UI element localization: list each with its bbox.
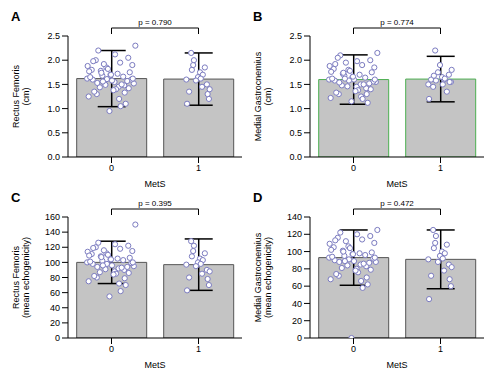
svg-text:1.5: 1.5	[47, 80, 60, 90]
svg-text:0: 0	[351, 344, 356, 354]
svg-text:0: 0	[55, 333, 60, 343]
svg-text:1: 1	[438, 163, 443, 173]
svg-text:80: 80	[292, 264, 302, 274]
svg-text:0.0: 0.0	[47, 152, 60, 162]
svg-text:1.0: 1.0	[47, 104, 60, 114]
svg-text:B: B	[253, 9, 262, 24]
svg-text:20: 20	[50, 318, 60, 328]
svg-text:160: 160	[45, 212, 60, 222]
svg-text:0: 0	[297, 333, 302, 343]
svg-text:MetS: MetS	[144, 360, 165, 370]
svg-text:2.5: 2.5	[47, 31, 60, 41]
svg-text:0: 0	[109, 344, 114, 354]
svg-text:D: D	[253, 190, 262, 205]
svg-text:1: 1	[196, 163, 201, 173]
svg-text:120: 120	[287, 229, 302, 239]
svg-text:60: 60	[50, 288, 60, 298]
svg-text:p = 0.472: p = 0.472	[380, 199, 414, 208]
svg-text:p = 0.790: p = 0.790	[138, 18, 172, 27]
svg-text:MetS: MetS	[386, 360, 407, 370]
svg-text:40: 40	[292, 299, 302, 309]
svg-text:2.5: 2.5	[289, 31, 302, 41]
svg-text:80: 80	[50, 273, 60, 283]
svg-text:2.0: 2.0	[289, 55, 302, 65]
svg-text:0: 0	[109, 163, 114, 173]
svg-text:1.0: 1.0	[289, 104, 302, 114]
svg-text:0.0: 0.0	[289, 152, 302, 162]
svg-text:Rectus Femoris(mean echogenici: Rectus Femoris(mean echogenicity)	[11, 237, 31, 318]
svg-text:60: 60	[292, 281, 302, 291]
svg-text:140: 140	[45, 227, 60, 237]
svg-text:MetS: MetS	[144, 179, 165, 189]
svg-text:0.5: 0.5	[47, 128, 60, 138]
svg-text:0.5: 0.5	[289, 128, 302, 138]
svg-text:0: 0	[351, 163, 356, 173]
svg-text:Medial Gastrocnemius(cm): Medial Gastrocnemius(cm)	[253, 51, 273, 141]
svg-text:p = 0.395: p = 0.395	[138, 199, 172, 208]
svg-text:C: C	[11, 190, 21, 205]
svg-text:1.5: 1.5	[289, 80, 302, 90]
svg-text:120: 120	[45, 242, 60, 252]
svg-text:MetS: MetS	[386, 179, 407, 189]
svg-text:2.0: 2.0	[47, 55, 60, 65]
svg-text:40: 40	[50, 303, 60, 313]
svg-text:p = 0.774: p = 0.774	[380, 18, 414, 27]
svg-text:Medial Gastrocnemius(mean echo: Medial Gastrocnemius(mean echogenicity)	[253, 232, 273, 322]
svg-text:100: 100	[287, 247, 302, 257]
svg-text:1: 1	[438, 344, 443, 354]
svg-text:Rectus Femoris(cm): Rectus Femoris(cm)	[11, 64, 31, 128]
svg-text:1: 1	[196, 344, 201, 354]
svg-text:A: A	[11, 9, 21, 24]
svg-text:140: 140	[287, 212, 302, 222]
svg-text:20: 20	[292, 316, 302, 326]
svg-text:100: 100	[45, 258, 60, 268]
